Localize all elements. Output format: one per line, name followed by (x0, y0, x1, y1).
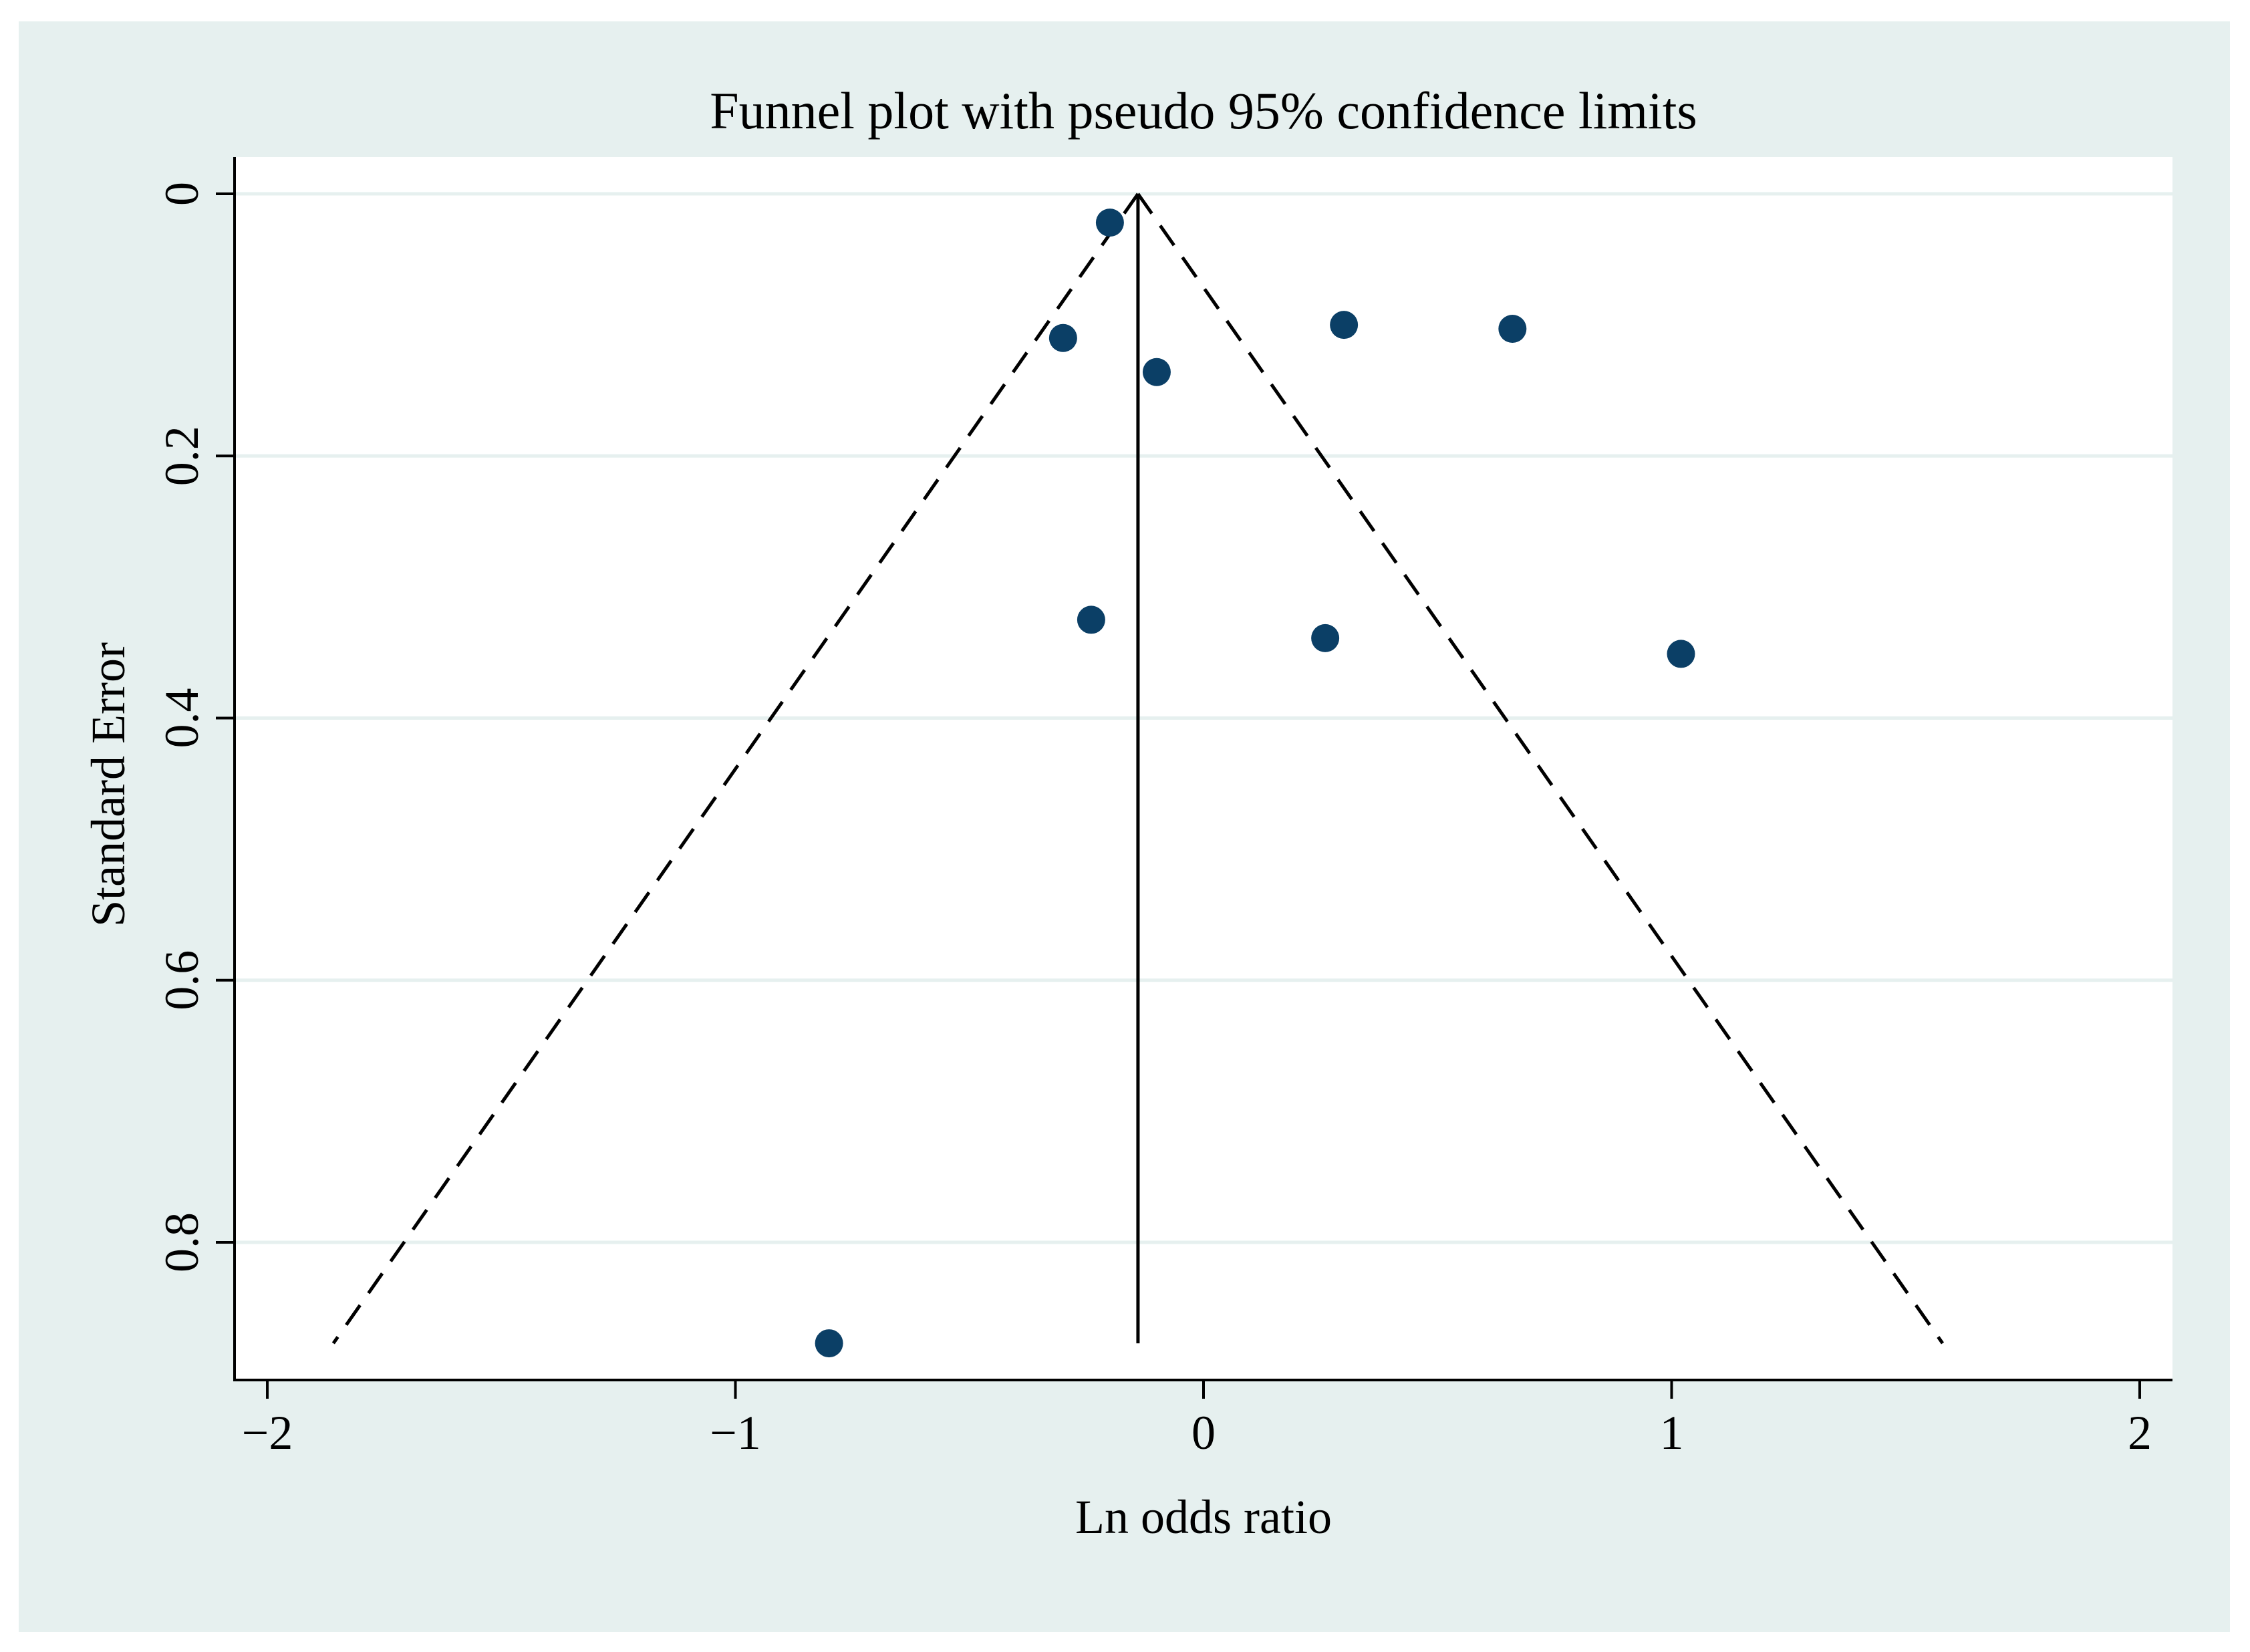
study-point (1077, 605, 1105, 634)
x-tick-label: 2 (2128, 1406, 2152, 1460)
chart-title: Funnel plot with pseudo 95% confidence l… (710, 82, 1697, 140)
grid-lines (235, 192, 2172, 1244)
y-axis-label: Standard Error (82, 642, 135, 927)
y-tick-label: 0.8 (155, 1212, 208, 1272)
study-point (1667, 640, 1695, 668)
funnel-plot: 0 0.2 0.4 0.6 0.8 −2 −1 0 1 2 Funnel plot with ps… (82, 82, 2172, 1544)
lower-confidence-limit (331, 192, 1139, 1345)
data-points (815, 209, 1695, 1358)
axes: 0 0.2 0.4 0.6 0.8 −2 −1 0 1 2 (155, 157, 2172, 1460)
study-point (1311, 624, 1340, 652)
funnel-lines (331, 192, 1945, 1345)
study-point (1095, 209, 1124, 237)
x-axis-label: Ln odds ratio (1075, 1490, 1332, 1544)
y-tick-label: 0 (155, 182, 208, 206)
study-point (1330, 311, 1359, 339)
y-tick-label: 0.6 (155, 950, 208, 1010)
study-point (1048, 323, 1077, 352)
chart-frame: 0 0.2 0.4 0.6 0.8 −2 −1 0 1 2 Funnel plot with ps… (19, 21, 2230, 1632)
x-tick-label: −1 (710, 1406, 761, 1460)
study-point (1142, 358, 1171, 386)
plot-area (235, 157, 2172, 1380)
upper-confidence-limit (1136, 192, 1945, 1345)
x-tick-label: 0 (1191, 1406, 1216, 1460)
x-tick-label: 1 (1659, 1406, 1683, 1460)
study-point (815, 1329, 843, 1358)
y-tick-label: 0.4 (155, 688, 208, 748)
study-point (1498, 315, 1527, 343)
x-tick-label: −2 (242, 1406, 293, 1460)
y-tick-label: 0.2 (155, 426, 208, 486)
